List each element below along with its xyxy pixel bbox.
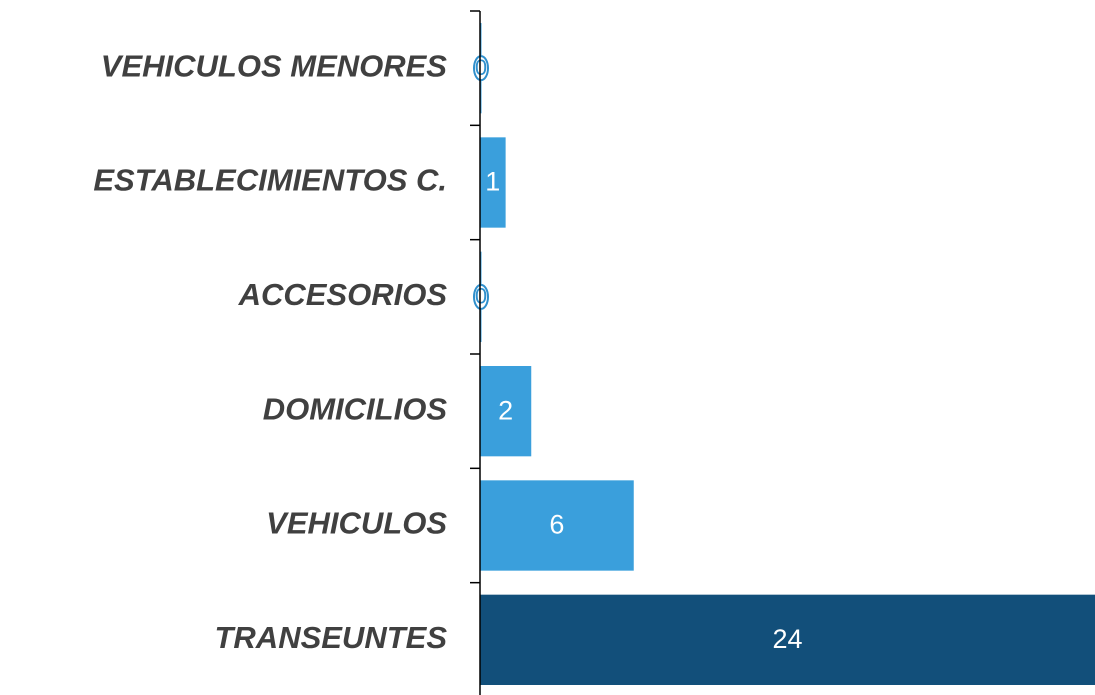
value-label: 24 xyxy=(772,624,802,654)
category-label: VEHICULOS MENORES xyxy=(101,48,448,83)
bar xyxy=(480,480,634,571)
category-label: TRANSEUNTES xyxy=(214,620,447,655)
zero-label-outline xyxy=(473,55,489,82)
category-label: DOMICILIOS xyxy=(263,391,448,426)
value-label: 0 xyxy=(475,55,487,80)
value-label: 1 xyxy=(485,167,500,197)
value-label: 6 xyxy=(549,510,564,540)
category-label: ESTABLECIMIENTOS C. xyxy=(93,163,447,198)
category-label: VEHICULOS xyxy=(266,506,447,541)
zero-label-outline xyxy=(473,283,489,310)
bar xyxy=(480,366,532,457)
value-label: 2 xyxy=(498,395,513,425)
bar xyxy=(480,594,1095,685)
bar xyxy=(480,137,506,228)
category-label: ACCESORIOS xyxy=(238,277,448,312)
value-label: 0 xyxy=(475,284,487,309)
